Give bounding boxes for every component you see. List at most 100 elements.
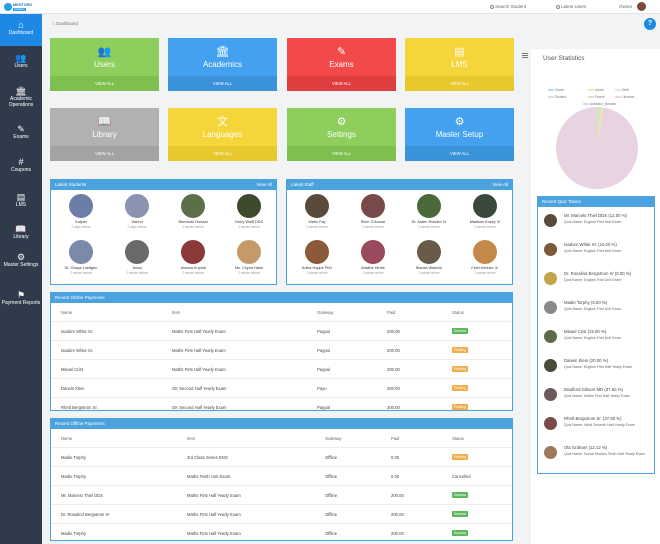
- person-card[interactable]: Mario Fay 2 weeks before: [289, 194, 345, 229]
- person-card[interactable]: Adaline Hirthe 2 weeks before: [345, 240, 401, 275]
- app-logo[interactable]: MENTORS Academy: [4, 2, 34, 12]
- tile-languages[interactable]: 文 Languages VIEW ALL: [168, 108, 277, 161]
- quiz-taker-row[interactable]: Misael Crist (22.00 %) Quiz Name: English…: [538, 326, 654, 351]
- cell-item: GK Second Half Yearly Exam: [172, 405, 227, 410]
- exams-icon: ✎: [17, 124, 25, 134]
- person-card[interactable]: Ms. Chyna Hane 2 weeks before: [221, 240, 277, 275]
- tile-academics[interactable]: 🏛 Academics VIEW ALL: [168, 38, 277, 91]
- quiz-taker-row[interactable]: Madie Torphy (6.00 %) Quiz Name: English …: [538, 297, 654, 322]
- person-card[interactable]: Anika Hoppe PhD 2 weeks before: [289, 240, 345, 275]
- tile-users[interactable]: 👥 Users VIEW ALL: [50, 38, 159, 91]
- tile-master-setup[interactable]: ⚙ Master Setup VIEW ALL: [405, 108, 514, 161]
- pie-slice-admin: [597, 107, 603, 148]
- panel-title: Latest Staff: [291, 182, 314, 187]
- quiz-taker-row[interactable]: Ola Graham (12.12 %) Quiz Name: Social St…: [538, 442, 654, 467]
- person-time: 2 weeks before: [474, 225, 496, 229]
- view-all-button[interactable]: VIEW ALL: [168, 146, 277, 161]
- quiz-taker-row[interactable]: Isadore White Sr. (10.00 %) Quiz Name: En…: [538, 239, 654, 264]
- logo-subtext: Academy: [13, 7, 26, 11]
- sidebar-item-library[interactable]: 📖 Library: [0, 218, 42, 248]
- view-all-button[interactable]: VIEW ALL: [50, 76, 159, 91]
- sidebar-item-coupons[interactable]: # Coupons: [0, 151, 42, 181]
- avatar: [125, 194, 149, 218]
- avatar: [237, 194, 261, 218]
- view-all-students-link[interactable]: View All: [256, 182, 272, 187]
- master-setup-icon: ⚙: [454, 116, 465, 128]
- users-icon: 👥: [15, 53, 27, 63]
- breadcrumb[interactable]: ⌂ Dashboard: [52, 21, 78, 26]
- sidebar-item-payment-reports[interactable]: ⚑ Payment Reports: [0, 284, 42, 314]
- view-all-button[interactable]: VIEW ALL: [50, 146, 159, 161]
- person-card[interactable]: Dr. Arden Rohden IV 2 weeks before: [401, 194, 457, 229]
- latest-users-link[interactable]: Latest Users: [556, 4, 586, 9]
- quiz-taker-name: Bradford Gibson MD (37.50 %): [564, 387, 623, 392]
- quiz-taker-row[interactable]: Darwin Klein (20.00 %) Quiz Name: English…: [538, 355, 654, 380]
- quiz-taker-row[interactable]: Rhett Bergstrom Sr. (37.50 %) Quiz Name: …: [538, 413, 654, 438]
- sidebar-item-label: Coupons: [10, 167, 31, 173]
- hamburger-icon[interactable]: [522, 53, 528, 58]
- person-card[interactable]: Jenny 2 weeks before: [109, 240, 165, 275]
- view-all-button[interactable]: VIEW ALL: [405, 76, 514, 91]
- table-row[interactable]: Isadore White Sr. Maths First Half Yearly…: [51, 341, 512, 360]
- person-card[interactable]: Madison Kozey IV 2 weeks before: [457, 194, 513, 229]
- person-card[interactable]: Fidel Kerluke Jr. 2 weeks before: [457, 240, 513, 275]
- tile-exams[interactable]: ✎ Exams VIEW ALL: [287, 38, 396, 91]
- person-time: 2 weeks before: [182, 271, 204, 275]
- person-card[interactable]: Jessica Kuphal 2 weeks before: [165, 240, 221, 275]
- view-all-button[interactable]: VIEW ALL: [287, 146, 396, 161]
- table-row[interactable]: Madie Torphy Maths First Half Yearly Exam…: [51, 524, 512, 543]
- view-all-button[interactable]: VIEW ALL: [287, 76, 396, 91]
- cell-item: Maths First Half Yearly Exam: [187, 531, 241, 536]
- view-all-button[interactable]: VIEW ALL: [405, 146, 514, 161]
- table-row[interactable]: Madie Torphy Maths Tenth Unit Exam Offline…: [51, 467, 512, 486]
- table-row[interactable]: Rhett Bergstrom Sr. GK Second Half Yearly…: [51, 398, 512, 417]
- person-card[interactable]: Dr. Chaya Luettgen 2 weeks before: [53, 240, 109, 275]
- quiz-name: Quiz Name: English First Unit Exam: [564, 278, 622, 282]
- cell-name: Madie Torphy: [61, 474, 87, 479]
- column-header: Item: [172, 310, 181, 315]
- person-card[interactable]: Bernardo Osinski 2 weeks before: [165, 194, 221, 229]
- column-header: Status: [452, 436, 464, 441]
- search-student-link[interactable]: Search Student: [490, 4, 526, 9]
- tile-library[interactable]: 📖 Library VIEW ALL: [50, 108, 159, 161]
- top-bar: MENTORS Academy Search Student Latest Us…: [0, 0, 660, 14]
- sidebar-item-academic-operations[interactable]: 🏛 Academic Operations: [0, 80, 42, 110]
- sidebar-item-lms[interactable]: ▤ LMS: [0, 186, 42, 216]
- tile-body: 👥 Users: [50, 38, 159, 76]
- legend-item: Librarian: [615, 95, 634, 99]
- sidebar-item-master-settings[interactable]: ⚙ Master Settings: [0, 246, 42, 276]
- view-all-button[interactable]: VIEW ALL: [168, 76, 277, 91]
- table-row[interactable]: Isadore White Sr. Maths First Half Yearly…: [51, 322, 512, 341]
- table-row[interactable]: Darwin Klein GK Second Half Yearly Exam Pa…: [51, 379, 512, 398]
- table-row[interactable]: Mr. Marcelo Thiel DDS Maths First Half Ye…: [51, 486, 512, 505]
- person-card[interactable]: River D'Amore 2 weeks before: [345, 194, 401, 229]
- column-header: Name: [61, 436, 73, 441]
- user-menu-name[interactable]: Owner: [619, 4, 633, 9]
- avatar: [417, 194, 441, 218]
- online-payments-header: Recent Online Payments: [51, 293, 512, 303]
- tile-lms[interactable]: ▤ LMS VIEW ALL: [405, 38, 514, 91]
- quiz-taker-row[interactable]: Mr. Marcelo Thiel DDS (12.00 %) Quiz Name…: [538, 210, 654, 235]
- person-card[interactable]: Gerry Wolff DDS 2 weeks before: [221, 194, 277, 229]
- offline-payments-panel: Recent Offline Payments Name Item Gateway P…: [50, 418, 513, 543]
- table-row[interactable]: Dr. Rosalind Bergstrom IV Maths First Hal…: [51, 505, 512, 524]
- tile-settings[interactable]: ⚙ Settings VIEW ALL: [287, 108, 396, 161]
- cell-paid: 200.00: [387, 405, 400, 410]
- sidebar-item-users[interactable]: 👥 Users: [0, 47, 42, 77]
- person-card[interactable]: Vishnu 2 days before: [109, 194, 165, 229]
- help-button[interactable]: ?: [644, 18, 656, 30]
- sidebar-item-dashboard[interactable]: ⌂ Dashboard: [0, 14, 42, 46]
- avatar: [544, 446, 557, 459]
- legend-swatch: [548, 95, 554, 98]
- cell-paid: 0.00: [391, 474, 400, 479]
- table-row[interactable]: Misael Crist Maths First Half Yearly Exam…: [51, 360, 512, 379]
- quiz-taker-row[interactable]: Bradford Gibson MD (37.50 %) Quiz Name: M…: [538, 384, 654, 409]
- sidebar-item-exams[interactable]: ✎ Exams: [0, 118, 42, 148]
- legend-swatch: [615, 95, 621, 98]
- user-avatar[interactable]: [637, 2, 646, 11]
- table-row[interactable]: Madie Torphy 3rd Class Series ENG Offline 0…: [51, 448, 512, 467]
- person-card[interactable]: Blanka Waelchi 2 weeks before: [401, 240, 457, 275]
- view-all-staff-link[interactable]: View All: [492, 182, 508, 187]
- person-card[interactable]: Kalyan 2 days before: [53, 194, 109, 229]
- quiz-taker-row[interactable]: Dr. Rosalind Bergstrom IV (0.00 %) Quiz N…: [538, 268, 654, 293]
